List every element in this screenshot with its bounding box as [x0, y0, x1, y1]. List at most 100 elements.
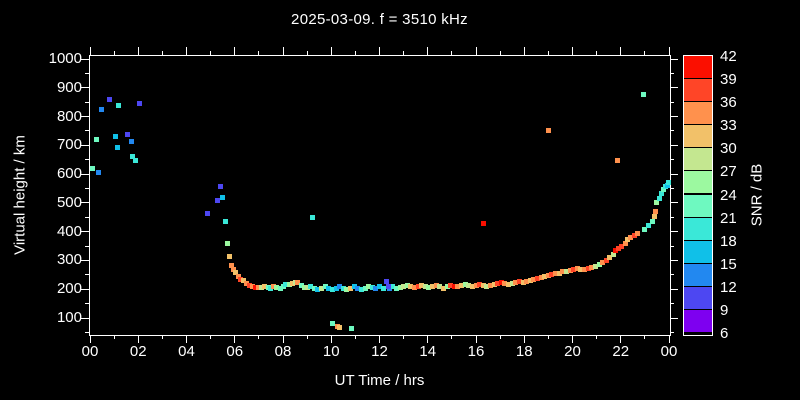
y-tick — [81, 173, 89, 175]
x-tick-top — [113, 51, 115, 55]
x-tick-label: 06 — [226, 343, 244, 360]
data-point — [651, 214, 657, 220]
y-tick-right — [670, 116, 678, 118]
data-point — [380, 285, 386, 291]
y-tick-right — [670, 245, 674, 247]
data-point — [589, 264, 595, 270]
data-point — [241, 278, 247, 284]
x-tick — [499, 335, 501, 339]
x-tick-label: 00 — [660, 343, 678, 360]
colorbar-tick-label: 15 — [720, 255, 737, 273]
colorbar-segment — [684, 148, 712, 171]
data-point — [362, 285, 368, 291]
data-point — [244, 280, 250, 286]
x-tick-top — [234, 47, 236, 55]
x-tick-top — [89, 47, 91, 55]
x-tick-top — [161, 51, 163, 55]
x-tick — [379, 335, 380, 343]
data-point — [563, 268, 569, 274]
data-point — [611, 251, 616, 257]
data-point — [90, 165, 96, 171]
colorbar-tick-label: 27 — [720, 163, 737, 181]
data-point — [136, 101, 142, 107]
data-point — [469, 283, 475, 289]
data-point — [448, 282, 454, 288]
data-point — [516, 278, 522, 284]
x-tick-top — [282, 47, 284, 55]
x-tick — [113, 335, 115, 339]
x-tick-top — [596, 51, 598, 55]
data-point — [567, 267, 573, 273]
data-point — [462, 281, 468, 287]
data-point — [256, 285, 262, 291]
data-point — [330, 320, 336, 326]
data-point — [531, 276, 537, 282]
data-point — [344, 287, 350, 292]
data-point — [393, 285, 399, 291]
data-point — [560, 269, 566, 275]
y-tick — [81, 288, 89, 290]
data-point — [542, 274, 548, 280]
data-point — [226, 254, 232, 260]
y-tick — [81, 144, 89, 146]
data-point — [613, 248, 619, 254]
data-point — [481, 221, 487, 227]
y-tick — [81, 259, 89, 261]
y-tick — [85, 159, 89, 161]
y-tick-right — [670, 101, 674, 103]
data-point — [238, 276, 244, 282]
x-tick-top — [306, 51, 308, 55]
data-point — [656, 196, 662, 202]
data-point — [631, 232, 637, 238]
data-point — [250, 284, 256, 290]
data-point — [228, 263, 234, 269]
data-point — [480, 282, 486, 288]
x-tick — [451, 335, 453, 339]
data-point — [308, 283, 314, 289]
y-tick-label: 600 — [56, 165, 82, 183]
data-point — [233, 270, 239, 276]
data-point — [607, 255, 613, 261]
data-point — [628, 234, 634, 240]
x-tick-top — [499, 51, 501, 55]
y-tick-right — [670, 58, 678, 60]
data-point — [253, 284, 259, 290]
x-tick — [403, 335, 405, 339]
data-point — [271, 283, 277, 289]
y-tick — [85, 303, 89, 305]
data-point — [218, 183, 224, 189]
data-point — [625, 237, 631, 243]
x-tick-top — [475, 47, 477, 55]
data-point — [225, 241, 230, 247]
data-point — [283, 282, 289, 288]
data-point — [619, 244, 625, 250]
data-point — [524, 278, 530, 284]
data-point — [422, 284, 428, 290]
x-tick — [523, 335, 525, 343]
data-point — [289, 280, 295, 286]
data-point — [426, 284, 432, 290]
data-point — [545, 273, 551, 279]
data-point — [616, 246, 622, 252]
colorbar-segment — [684, 125, 712, 148]
data-point — [585, 266, 591, 271]
y-tick-label: 500 — [56, 193, 82, 211]
data-point — [94, 136, 100, 142]
data-point — [259, 284, 265, 290]
data-point — [535, 275, 541, 281]
y-tick — [81, 58, 89, 60]
data-point — [310, 215, 316, 221]
data-point — [430, 283, 436, 289]
data-point — [571, 266, 577, 272]
data-point — [295, 280, 301, 286]
colorbar-segment — [684, 194, 712, 217]
colorbar-tick-label: 21 — [720, 209, 737, 227]
y-tick-right — [670, 317, 678, 319]
data-point — [115, 103, 121, 109]
data-point — [451, 283, 457, 289]
data-point — [408, 284, 414, 290]
x-tick — [572, 335, 573, 343]
y-tick-label: 100 — [56, 309, 82, 326]
x-tick-label: 00 — [81, 343, 99, 360]
x-tick — [354, 335, 356, 339]
